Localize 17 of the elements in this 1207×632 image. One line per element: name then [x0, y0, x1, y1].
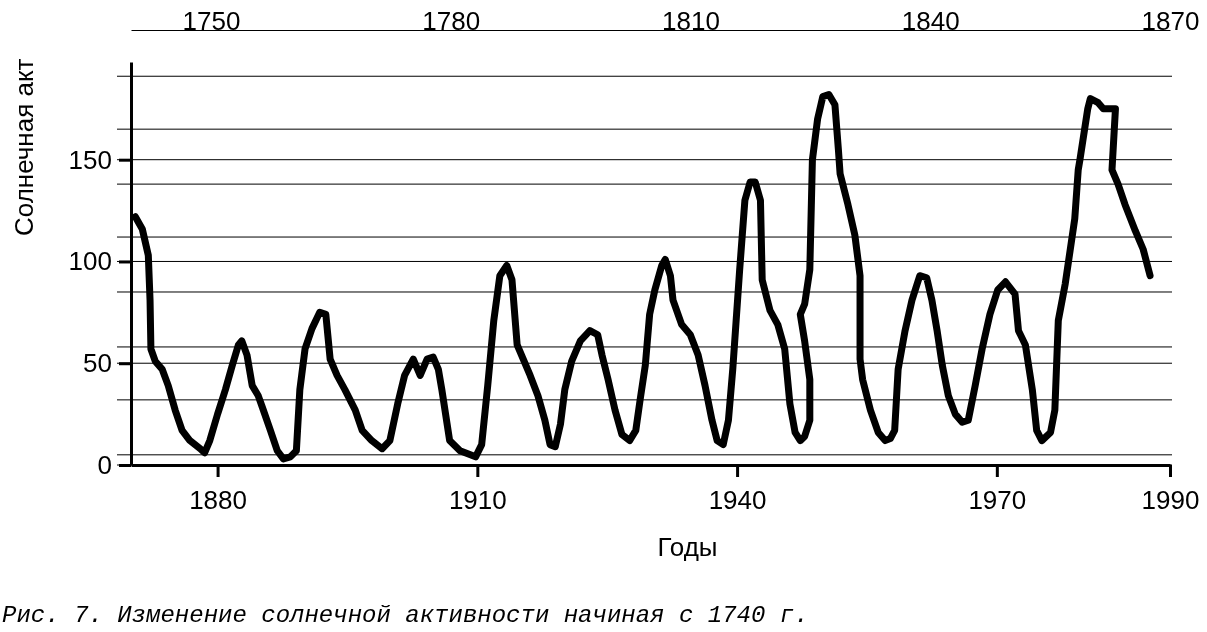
x-tick-label: 1910	[448, 484, 507, 515]
y-tick-label: 50	[83, 348, 112, 379]
x-axis-title: Годы	[657, 532, 718, 562]
x2-tick-label: 1810	[662, 5, 720, 36]
y-axis-title: Солнечная акт	[9, 58, 40, 236]
x2-tick-label: 1750	[182, 5, 241, 36]
x-tick-label: 1940	[708, 484, 767, 515]
x2-tick-label: 1870	[1141, 5, 1200, 36]
y-tick-label: 150	[68, 144, 112, 175]
x-tick-label: 1970	[968, 484, 1027, 515]
x2-tick-label: 1840	[901, 5, 960, 36]
x-tick-label: 1880	[189, 484, 248, 515]
x2-tick-label: 1780	[422, 5, 481, 36]
x-tick-label: 1990	[1141, 484, 1200, 515]
y-tick-label: 0	[97, 449, 112, 480]
text: Рис. 7. Изменение солнечной активности начиная с 1740 г.	[2, 602, 809, 629]
y-tick-label: 100	[68, 246, 112, 277]
